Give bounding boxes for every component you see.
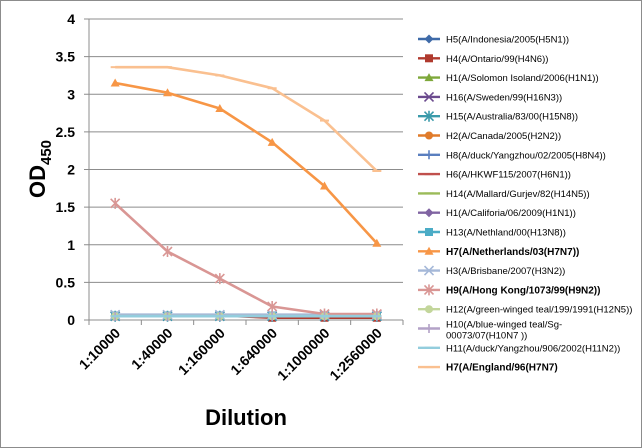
x-axis-title: Dilution [205, 405, 287, 430]
legend-item: H5(A/Indonesia/2005(H5N1)) [418, 34, 569, 46]
series-line [114, 202, 377, 316]
data-point [425, 54, 433, 63]
y-axis-title-subscript: 450 [38, 140, 55, 165]
legend-label: H11(A/duck/Yangzhou/906/2002(H11N2)) [446, 343, 620, 354]
series-line [115, 65, 378, 172]
data-point [425, 305, 433, 314]
data-point [110, 78, 120, 87]
data-point [267, 300, 278, 312]
y-tick-label: 1.5 [56, 199, 76, 215]
legend-item: H9(A/Hong Kong/1073/99(H9N2)) [418, 284, 600, 296]
legend-item: H8(A/duck/Yangzhou/02/2005(H8N4)) [418, 150, 606, 161]
data-point [425, 228, 433, 236]
svg-text:OD450: OD450 [25, 140, 55, 198]
legend-item: H7(A/England/96(H7N7) [418, 363, 558, 374]
legend-label: H15(A/Australia/83/00(H15N8)) [446, 112, 578, 123]
legend-label: H13(A/Nethland/00(H13N8)) [446, 228, 566, 239]
series-18 [110, 65, 382, 173]
x-tick-label: 1:640000 [227, 325, 280, 378]
x-tick-label: 1:1000000 [274, 325, 333, 384]
data-point [423, 110, 435, 122]
legend-item: H7(A/Netherlands/03(H7N7)) [418, 246, 579, 258]
data-point [162, 246, 173, 258]
legend-label: H7(A/England/96(H7N7) [446, 363, 558, 374]
legend-label: H3(A/Brisbane/2007(H3N2)) [446, 266, 565, 277]
legend-item: H14(A/Mallard/Gurjev/82(H14N5)) [418, 189, 590, 200]
y-tick-label: 3 [67, 86, 75, 102]
y-tick-label: 0 [67, 312, 75, 328]
data-point [424, 324, 434, 333]
y-tick-label: 2 [67, 162, 75, 178]
legend-item: H12(A/green-winged teal/199/1991(H12N5)) [418, 305, 632, 316]
x-tick-label: 1:10000 [76, 325, 124, 373]
legend-label: H10(A/blue-winged teal/Sg-00073/07(H10N7… [446, 320, 562, 342]
data-point [424, 208, 434, 218]
legend-label: H16(A/Sweden/99(H16N3)) [446, 92, 562, 103]
y-tick-label: 4 [67, 11, 75, 27]
series-12 [110, 78, 382, 247]
data-point [423, 265, 435, 276]
data-point [424, 73, 434, 82]
y-tick-label: 3.5 [56, 49, 76, 65]
data-point [320, 181, 329, 190]
legend-label: H7(A/Netherlands/03(H7N7)) [446, 247, 579, 258]
legend-label: H1(A/Califoria/06/2009(H1N1)) [446, 208, 576, 219]
legend-label: H1(A/Solomon Isoland/2006(H1N1)) [446, 73, 599, 84]
legend-item: H10(A/blue-winged teal/Sg-00073/07(H10N7… [418, 320, 562, 342]
data-point [424, 150, 434, 160]
x-tick-label: 1:160000 [175, 325, 228, 378]
legend-item: H4(A/Ontario/99(H4N6)) [418, 54, 548, 65]
legend-label: H6(A/HKWF115/2007(H6N1)) [446, 170, 571, 181]
data-point [423, 91, 435, 102]
legend-label: H14(A/Mallard/Gurjev/82(H14N5)) [446, 189, 590, 200]
axes: 00.511.522.533.541:10000 1:40000 1:160000 1… [56, 11, 404, 384]
legend-label: H12(A/green-winged teal/199/1991(H12N5)) [446, 305, 632, 316]
data-point [372, 238, 382, 247]
legend-label: H4(A/Ontario/99(H4N6)) [446, 54, 548, 65]
data-point [424, 34, 434, 44]
legend-label: H9(A/Hong Kong/1073/99(H9N2)) [446, 285, 600, 296]
legend: H5(A/Indonesia/2005(H5N1)) H4(A/Ontario/9… [418, 34, 632, 374]
legend-item: H11(A/duck/Yangzhou/906/2002(H11N2)) [418, 343, 620, 354]
legend-label: H2(A/Canada/2005(H2N2)) [446, 131, 561, 142]
data-point [267, 137, 277, 146]
data-point [423, 284, 435, 296]
legend-label: H8(A/duck/Yangzhou/02/2005(H8N4)) [446, 150, 606, 161]
legend-item: H1(A/Solomon Isoland/2006(H1N1)) [418, 73, 599, 84]
legend-item: H16(A/Sweden/99(H16N3)) [418, 91, 562, 103]
data-point [214, 273, 225, 285]
gridlines [89, 18, 403, 321]
y-tick-label: 1 [67, 237, 75, 253]
legend-item: H2(A/Canada/2005(H2N2)) [418, 131, 561, 142]
y-tick-label: 0.5 [56, 274, 76, 290]
legend-item: H15(A/Australia/83/00(H15N8)) [418, 110, 578, 123]
x-tick-label: 1:2560000 [326, 325, 385, 384]
x-tick-label: 1:40000 [128, 325, 176, 373]
series-14 [110, 197, 382, 320]
data-point [215, 104, 225, 113]
y-axis-title-main: OD [25, 165, 50, 198]
series-lines [110, 65, 382, 322]
data-point [425, 131, 433, 140]
data-point [424, 246, 434, 255]
legend-label: H5(A/Indonesia/2005(H5N1)) [446, 35, 569, 46]
data-point [163, 88, 172, 97]
legend-item: H6(A/HKWF115/2007(H6N1)) [418, 170, 571, 181]
series-line [114, 81, 378, 245]
data-point [110, 197, 121, 209]
legend-item: H13(A/Nethland/00(H13N8)) [418, 228, 566, 239]
legend-item: H1(A/Califoria/06/2009(H1N1)) [418, 208, 576, 219]
y-axis-title: OD450 [25, 140, 55, 198]
y-tick-label: 2.5 [56, 124, 76, 140]
legend-item: H3(A/Brisbane/2007(H3N2)) [418, 265, 565, 277]
